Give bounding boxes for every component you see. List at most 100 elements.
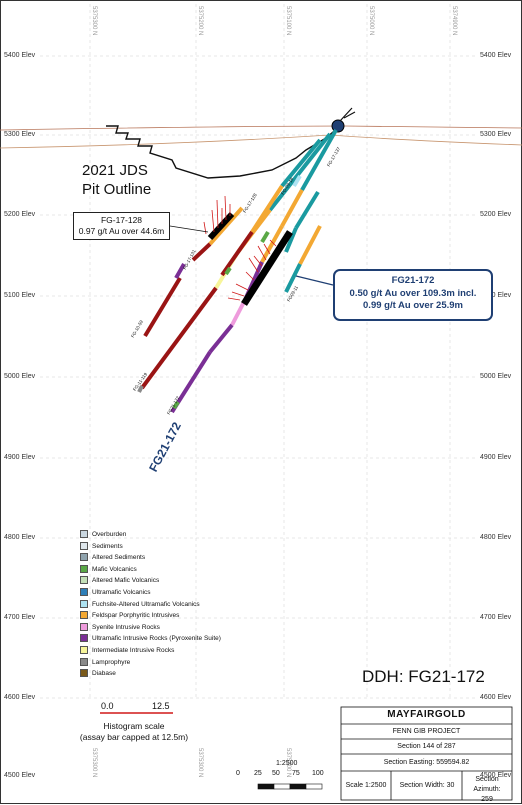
assay-interval-fg21172 [241,230,293,306]
elev-label: 5100 Elev [4,292,36,299]
scale-bar-tick: 100 [312,770,324,777]
company-logo: MAYFAIRGOLD [387,709,466,720]
leader-fg17128 [169,225,209,233]
northing-label: 5375000 N [368,6,374,36]
legend-item: Sediments [80,541,221,553]
elev-label: 5000 Elev [4,373,36,380]
elev-label: 4500 Elev [4,772,36,779]
drill-collar [331,119,345,133]
elev-label: 5200 Elev [480,211,512,218]
assay-interval-fg17128 [207,211,235,241]
scale-bar-tick: 0 [236,770,240,777]
elev-label: 4700 Elev [4,614,36,621]
legend-swatch [80,599,88,608]
drill-holes [137,129,338,414]
legend-item: Intermediate Intrusive Rocks [80,645,221,657]
callout-hole: FG-17-128 [100,215,143,225]
northing-gridlines [89,4,451,700]
elev-label: 5400 Elev [4,52,36,59]
elev-label: 4800 Elev [4,534,36,541]
legend-item: Altered Sediments [80,552,221,564]
title-block-frame [340,706,513,801]
legend-swatch [80,553,88,562]
histogram-max: 12.5 [152,701,170,711]
legend-item: Overburden [80,529,221,541]
elev-label: 5100 Elev [480,292,512,299]
northing-label: 5375200 N [197,6,203,36]
legend-label: Syenite Intrusive Rocks [92,623,160,631]
legend-item: Fuchsite-Altered Ultramafic Volcanics [80,599,221,611]
pit-outline-label: 2021 JDS Pit Outline [82,161,151,199]
callout-fg21172: FG21-172 0.50 g/t Au over 109.3m incl. 0… [333,269,493,321]
project-name: FENN GIB PROJECT [392,728,461,735]
legend-swatch [80,645,88,654]
northing-label: 5375300 N [197,748,203,778]
legend-swatch [80,622,88,631]
overburden-line [0,134,522,149]
histogram-title1: Histogram scale [103,721,165,731]
elev-label: 5300 Elev [480,131,512,138]
pit-label-line1: 2021 JDS [82,162,148,179]
legend-item: Ultramafic Intrusive Rocks (Pyroxenite S… [80,633,221,645]
section-width: Section Width: 30 [399,782,455,789]
legend-swatch [80,576,88,585]
legend-item: Lamprophyre [80,657,221,669]
legend-item: Feldspar Porphyritic Intrusives [80,610,221,622]
histogram-title2: (assay bar capped at 12.5m) [79,732,189,742]
legend-swatch [80,634,88,643]
legend-label: Mafic Volcanics [92,565,137,573]
section-easting: Section Easting: 559594.82 [383,759,470,766]
legend-label: Fuchsite-Altered Ultramafic Volcanics [92,600,200,608]
elev-label: 5300 Elev [4,131,36,138]
leader-fg21172 [295,275,334,286]
ddh-title: DDH: FG21-172 [362,667,485,686]
northing-label: 5375100 N [285,6,291,36]
callout-fg17128: FG-17-128 0.97 g/t Au over 44.6m [73,212,170,240]
histogram-scale-label: Histogram scale (assay bar capped at 12.… [64,721,204,743]
histogram-min: 0.0 [101,701,114,711]
callout-result1: 0.50 g/t Au over 109.3m incl. [349,287,477,299]
legend-label: Overburden [92,531,127,538]
scale-bar [257,783,323,790]
legend-label: Ultramafic Intrusive Rocks (Pyroxenite S… [92,635,221,643]
azimuth-value: 259 [481,796,493,803]
legend-label: Altered Sediments [92,554,146,562]
elev-label: 4900 Elev [4,454,36,461]
legend-swatch [80,541,88,550]
legend-item: Altered Mafic Volcanics [80,575,221,587]
legend-swatch [80,657,88,666]
legend-swatch [80,611,88,620]
elev-label: 4500 Elev [480,772,512,779]
legend-swatch [80,564,88,573]
elevation-gridlines [40,55,478,699]
elev-label: 4600 Elev [4,694,36,701]
callout-result2: 0.99 g/t Au over 25.9m [363,300,463,311]
legend-label: Lamprophyre [92,658,131,666]
northing-label: 5375300 N [91,6,97,36]
northing-label: 5375300 N [91,748,97,778]
elev-label: 5200 Elev [4,211,36,218]
callout-hole: FG21-172 [391,275,435,286]
azimuth-label: Section Azimuth: [473,776,501,793]
elev-label: 5400 Elev [480,52,512,59]
callout-result: 0.97 g/t Au over 44.6m [78,226,165,236]
legend-item: Diabase [80,668,221,680]
scale-bar-tick: 50 [272,770,280,777]
scale-bar-tick: 25 [254,770,262,777]
section-azimuth: Section Azimuth: 259 [462,775,512,803]
legend-label: Altered Mafic Volcanics [92,577,160,585]
elev-label: 4600 Elev [480,694,512,701]
scale-bar-ratio: 1:2500 [276,760,298,767]
legend-swatch [80,530,88,538]
lithology-legend: Overburden Sediments Altered Sediments Mafi… [80,529,221,680]
northing-label: 5374900 N [451,6,457,36]
legend-item: Ultramafic Volcanics [80,587,221,599]
legend-label: Intermediate Intrusive Rocks [92,646,175,654]
legend-label: Sediments [92,542,123,550]
elev-label: 4800 Elev [480,534,512,541]
section-scale: Scale 1:2500 [345,782,387,789]
legend-label: Feldspar Porphyritic Intrusives [92,612,180,620]
legend-item: Mafic Volcanics [80,564,221,576]
legend-label: Diabase [92,670,116,678]
